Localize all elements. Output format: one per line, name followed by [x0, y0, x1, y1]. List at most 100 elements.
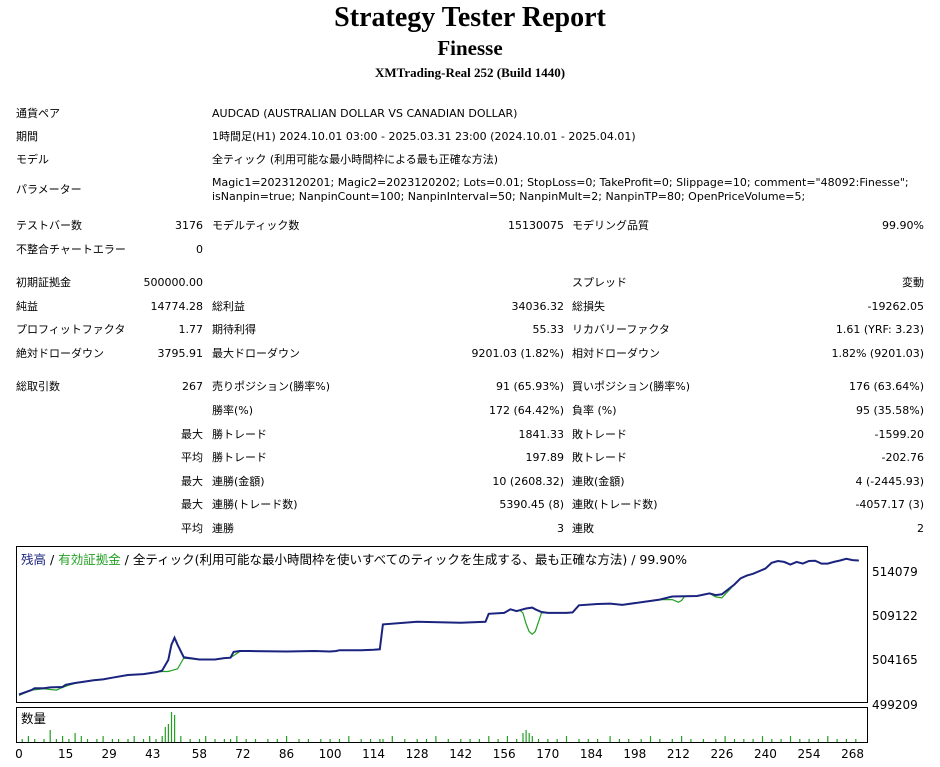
avg-cons-loss-value: 2 — [917, 522, 924, 535]
volume-bar — [817, 739, 819, 742]
volume-bar — [789, 736, 792, 742]
volume-bar — [118, 739, 120, 742]
volume-bar — [379, 739, 381, 742]
rel-drawdown-label: 相対ドローダウン — [572, 347, 660, 360]
avg-cons-win-value: 3 — [557, 522, 564, 535]
y-tick-label: 509122 — [872, 609, 918, 623]
x-tick-label: 226 — [710, 747, 734, 761]
gross-profit-value: 34036.32 — [511, 300, 565, 313]
balance-chart-svg: 残高 / 有効証拠金 / 全ティック(利用可能な最小時間枠を使いすべてのティック… — [18, 552, 859, 696]
profit-factor-value: 1.77 — [178, 323, 204, 336]
avg-win-value: 197.89 — [525, 451, 565, 464]
bars-label: テストバー数 — [16, 219, 82, 232]
gross-loss-value: -19262.05 — [867, 300, 924, 313]
volume-bar — [537, 739, 540, 742]
gross-profit-label: 総利益 — [212, 300, 245, 313]
volume-bar — [102, 736, 104, 742]
equity-line — [18, 558, 859, 696]
volume-bar — [827, 736, 829, 742]
symbol-value: AUDCAD (AUSTRALIAN DOLLAR VS CANADIAN DO… — [212, 107, 518, 120]
volume-bar — [715, 739, 717, 742]
cons-wins-label: 連勝(金額) — [212, 475, 265, 488]
recovery-factor-label: リカバリーファクタ — [572, 323, 670, 336]
volume-bar — [267, 739, 269, 742]
volume-bar — [86, 739, 89, 742]
x-tick-label: 268 — [841, 747, 864, 761]
x-tick-label: 184 — [579, 747, 603, 761]
largest-loss-value: -1599.20 — [874, 428, 924, 441]
net-value: 14774.28 — [150, 300, 204, 313]
spread-value: 変動 — [902, 276, 924, 289]
avg-cons-loss-label: 連敗 — [572, 522, 594, 535]
volume-bar — [761, 736, 764, 742]
x-tick-label: 198 — [623, 747, 647, 761]
largest-win-value: 1841.33 — [518, 428, 565, 441]
volume-bar — [21, 739, 23, 742]
params-line-2: isNanpin=true; NanpinCount=100; NanpinIn… — [212, 190, 806, 203]
volume-bar — [360, 739, 362, 742]
lossrate-label: 負率 (%) — [572, 404, 617, 417]
volume-bar — [254, 739, 257, 742]
volume-bar — [488, 736, 490, 742]
x-tick-label: 142 — [449, 747, 473, 761]
volume-bar — [522, 733, 524, 742]
volume-bar — [628, 739, 630, 742]
volume-bar — [43, 739, 45, 742]
x-tick-label: 86 — [278, 747, 295, 761]
net-label: 純益 — [16, 300, 38, 313]
average-prefix: 平均 — [181, 451, 203, 464]
model-value: 全ティック (利用可能な最小時間枠による最も正確な方法) — [212, 153, 499, 166]
volume-bar — [174, 715, 176, 742]
volume-chart-svg: 数量 — [21, 711, 857, 742]
rel-drawdown-value: 1.82% (9201.03) — [831, 347, 924, 360]
symbol-label: 通貨ペア — [16, 107, 60, 120]
x-tick-label: 128 — [405, 747, 429, 761]
volume-bar — [149, 736, 151, 742]
volume-bar — [733, 739, 736, 742]
volume-bar — [681, 736, 683, 742]
ticks-value: 15130075 — [508, 219, 564, 232]
volume-bar — [404, 739, 406, 742]
volume-bar — [525, 730, 527, 742]
legend-sep: / — [46, 552, 58, 567]
params-label: パラメーター — [16, 183, 82, 196]
period-label: 期間 — [16, 130, 38, 143]
volume-bar — [142, 739, 145, 742]
volume-bar — [478, 739, 480, 742]
volume-bar — [855, 739, 857, 742]
volume-bar — [161, 736, 163, 742]
volume-bar — [447, 739, 449, 742]
volume-bar — [214, 739, 216, 742]
payoff-label: 期待利得 — [212, 323, 256, 336]
avg-loss-label: 敗トレード — [572, 451, 627, 464]
short-value: 91 (65.93%) — [495, 380, 564, 393]
long-value: 176 (63.64%) — [848, 380, 924, 393]
x-tick-label: 43 — [145, 747, 161, 761]
volume-bar — [80, 736, 82, 742]
recovery-factor-value: 1.61 (YRF: 3.23) — [835, 323, 924, 336]
volume-bar — [640, 739, 642, 742]
cons-profit-label: 連勝(トレード数) — [212, 498, 298, 511]
volume-bar — [516, 739, 518, 742]
volume-bar — [724, 736, 726, 742]
volume-bar — [236, 736, 238, 742]
cons-wins-prefix: 最大 — [181, 475, 203, 488]
long-label: 買いポジション(勝率%) — [572, 380, 691, 393]
volume-bar — [690, 739, 692, 742]
largest-win-label: 勝トレード — [212, 428, 267, 441]
volume-bar — [111, 739, 113, 742]
volume-bar — [460, 739, 462, 742]
volume-bar — [506, 736, 508, 742]
legend-description: / 全ティック(利用可能な最小時間枠を使いすべてのティックを生成する、最も正確な… — [121, 552, 687, 567]
payoff-value: 55.33 — [532, 323, 565, 336]
volume-bar — [469, 739, 471, 742]
lossrate-value: 95 (35.58%) — [855, 404, 924, 417]
volume-bar — [547, 739, 549, 742]
x-tick-label: 72 — [235, 747, 251, 761]
x-tick-label: 0 — [15, 747, 23, 761]
x-tick-label: 170 — [536, 747, 560, 761]
x-tick-label: 15 — [58, 747, 74, 761]
cons-loss-value: -4057.17 (3) — [855, 498, 924, 511]
volume-bar — [198, 739, 201, 742]
x-tick-label: 58 — [191, 747, 208, 761]
